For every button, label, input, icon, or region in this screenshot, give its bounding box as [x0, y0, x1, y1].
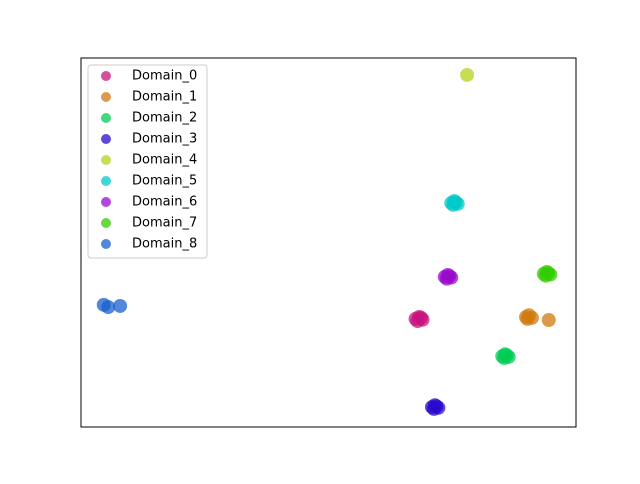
legend-label: Domain_3	[132, 132, 197, 147]
legend-marker	[101, 176, 111, 186]
legend-label: Domain_2	[132, 111, 197, 126]
legend-marker	[101, 155, 111, 165]
legend-marker	[101, 197, 111, 207]
legend-marker	[101, 113, 111, 123]
legend-marker	[101, 239, 111, 249]
point	[442, 269, 457, 284]
legend-label: Domain_7	[132, 216, 197, 231]
points	[96, 67, 558, 416]
point	[101, 300, 116, 315]
point	[414, 310, 429, 325]
legend-label: Domain_6	[132, 195, 197, 210]
point	[460, 67, 475, 82]
legend-label: Domain_4	[132, 153, 197, 168]
point	[520, 311, 535, 326]
legend-box	[87, 64, 208, 259]
point	[499, 348, 514, 363]
point	[541, 312, 556, 327]
legend-label: Domain_0	[132, 69, 197, 84]
legend-marker	[101, 71, 111, 81]
legend-label: Domain_5	[132, 174, 197, 189]
point	[541, 266, 556, 281]
point	[448, 195, 463, 210]
legend: Domain_0 Domain_1 Domain_2 Domain_3 Domain_4…	[101, 69, 197, 252]
plot-frame	[80, 57, 577, 428]
legend-label: Domain_8	[132, 237, 197, 252]
point	[113, 298, 128, 313]
legend-marker	[101, 218, 111, 228]
point	[429, 399, 444, 414]
legend-marker	[101, 134, 111, 144]
legend-marker	[101, 92, 111, 102]
legend-label: Domain_1	[132, 90, 197, 105]
